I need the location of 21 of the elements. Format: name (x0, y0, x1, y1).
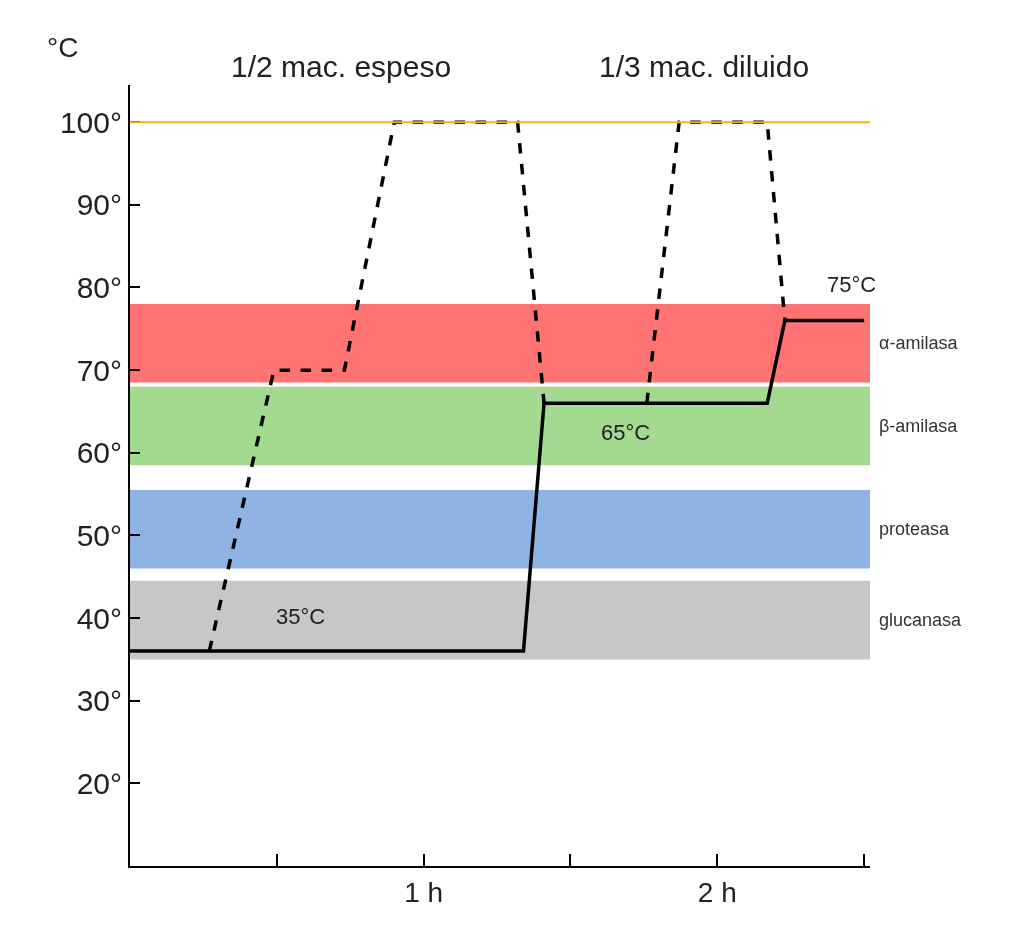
band-label: proteasa (879, 519, 951, 539)
y-tick-label: 100° (59, 105, 122, 139)
y-tick-label: 50° (76, 518, 122, 552)
annotation: 35°C (276, 604, 326, 629)
y-tick-label: 70° (76, 353, 122, 387)
x-tick-label: 2 h (697, 876, 737, 908)
y-tick-label: 80° (76, 270, 122, 304)
band-label: glucanasa (879, 610, 963, 630)
annotation: 65°C (601, 420, 651, 445)
text: 1/3 mac. diluido (599, 50, 810, 83)
y-axis-title: °C (47, 32, 79, 63)
band-label: α-amilasa (879, 333, 959, 353)
y-tick-label: 60° (76, 436, 122, 470)
y-tick-label: 40° (76, 601, 122, 635)
annotation: 75°C (827, 272, 877, 297)
y-tick-label: 30° (76, 684, 122, 718)
text: 1/2 mac. espeso (231, 50, 452, 83)
y-tick-label: 90° (76, 188, 122, 222)
x-tick-label: 1 h (404, 876, 444, 908)
band-label: β-amilasa (879, 416, 959, 436)
y-tick-label: 20° (76, 766, 122, 800)
